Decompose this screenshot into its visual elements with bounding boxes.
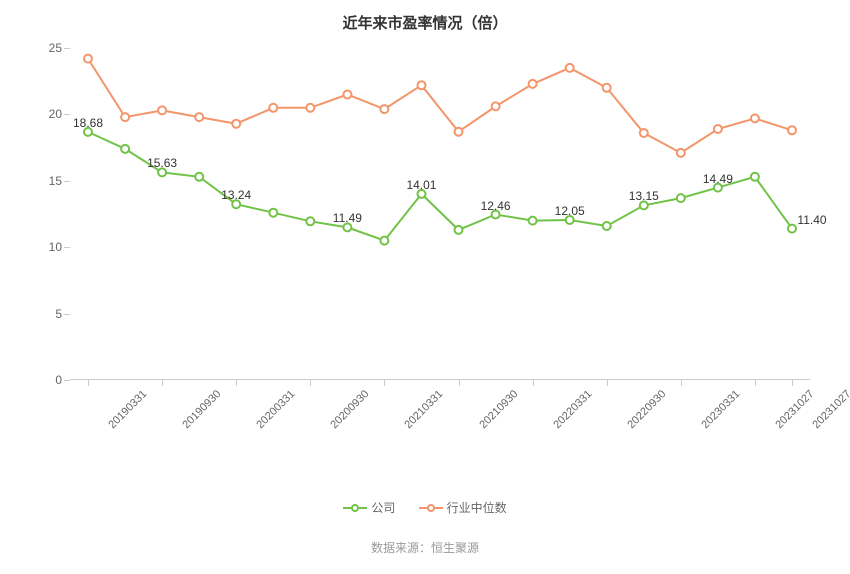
x-axis-tick-label: 20230331 (699, 388, 742, 431)
series-marker[interactable] (566, 64, 574, 72)
series-marker[interactable] (640, 129, 648, 137)
series-marker[interactable] (158, 106, 166, 114)
x-axis-tick-mark (162, 380, 163, 386)
data-point-label: 13.24 (221, 188, 251, 202)
legend-swatch-company (343, 502, 367, 514)
series-marker[interactable] (455, 128, 463, 136)
data-point-label: 11.40 (797, 213, 826, 227)
x-axis-tick-label: 20200331 (255, 388, 298, 431)
x-axis-tick-label: 20210331 (403, 388, 446, 431)
data-point-label: 14.01 (406, 178, 436, 192)
series-marker[interactable] (492, 102, 500, 110)
series-marker[interactable] (455, 226, 463, 234)
x-axis-tick-mark (310, 380, 311, 386)
x-axis-tick-mark (681, 380, 682, 386)
series-marker[interactable] (84, 55, 92, 63)
series-marker[interactable] (788, 225, 796, 233)
series-marker[interactable] (751, 114, 759, 122)
y-axis-tick-label: 20 (49, 107, 62, 121)
data-point-label: 11.49 (333, 211, 362, 225)
series-marker[interactable] (677, 149, 685, 157)
chart-lines-svg (70, 48, 810, 380)
series-marker[interactable] (195, 113, 203, 121)
x-axis-tick-mark (384, 380, 385, 386)
x-axis-tick-label: 20200930 (329, 388, 372, 431)
series-marker[interactable] (529, 217, 537, 225)
y-axis-tick-label: 0 (55, 373, 62, 387)
x-axis-tick-label: 20220331 (551, 388, 594, 431)
x-axis-tick-label: 20210930 (477, 388, 520, 431)
y-axis-tick-mark (64, 380, 70, 381)
x-axis-line (70, 379, 810, 380)
legend-swatch-industry (419, 502, 443, 514)
legend-item-industry-median[interactable]: 行业中位数 (419, 499, 507, 516)
legend-item-company[interactable]: 公司 (343, 499, 395, 516)
x-axis-tick-mark (236, 380, 237, 386)
series-marker[interactable] (306, 104, 314, 112)
series-marker[interactable] (343, 91, 351, 99)
data-point-label: 12.05 (555, 204, 585, 218)
series-marker[interactable] (529, 80, 537, 88)
series-line (88, 59, 792, 153)
data-source-label: 数据来源：恒生聚源 (0, 539, 850, 556)
series-marker[interactable] (306, 217, 314, 225)
x-axis-tick-mark (88, 380, 89, 386)
x-axis-tick-label: 20231027 (810, 388, 850, 431)
series-marker[interactable] (121, 113, 129, 121)
x-axis-tick-label: 20190930 (180, 388, 223, 431)
y-axis-tick-label: 25 (49, 41, 62, 55)
series-marker[interactable] (714, 125, 722, 133)
data-point-label: 18.68 (73, 116, 103, 130)
y-axis-tick-mark (64, 314, 70, 315)
y-axis-tick-mark (64, 48, 70, 49)
series-marker[interactable] (121, 145, 129, 153)
x-axis-tick-label: 20190331 (106, 388, 149, 431)
chart-legend: 公司 行业中位数 (0, 498, 850, 517)
series-marker[interactable] (677, 194, 685, 202)
x-axis-tick-label: 20231027 (773, 388, 816, 431)
chart-title: 近年来市盈率情况（倍） (0, 12, 850, 33)
series-marker[interactable] (380, 237, 388, 245)
data-point-label: 12.46 (481, 199, 511, 213)
pe-ratio-chart: 近年来市盈率情况（倍） 0510152025201903312019093020… (0, 0, 850, 574)
series-marker[interactable] (380, 105, 388, 113)
x-axis-tick-label: 20220930 (625, 388, 668, 431)
data-point-label: 13.15 (629, 189, 659, 203)
y-axis-tick-mark (64, 114, 70, 115)
series-marker[interactable] (232, 120, 240, 128)
series-marker[interactable] (418, 81, 426, 89)
x-axis-tick-mark (459, 380, 460, 386)
series-marker[interactable] (603, 222, 611, 230)
data-point-label: 14.49 (703, 172, 733, 186)
series-marker[interactable] (603, 84, 611, 92)
series-marker[interactable] (195, 173, 203, 181)
legend-label: 公司 (371, 499, 395, 516)
x-axis-tick-mark (533, 380, 534, 386)
data-point-label: 15.63 (147, 156, 177, 170)
plot-area: 0510152025201903312019093020200331202009… (70, 48, 810, 380)
legend-label: 行业中位数 (447, 499, 507, 516)
series-marker[interactable] (269, 209, 277, 217)
y-axis-tick-mark (64, 247, 70, 248)
x-axis-tick-mark (755, 380, 756, 386)
x-axis-tick-mark (792, 380, 793, 386)
series-marker[interactable] (751, 173, 759, 181)
legend-dot-icon (351, 504, 359, 512)
series-marker[interactable] (269, 104, 277, 112)
y-axis-tick-label: 10 (49, 240, 62, 254)
y-axis-tick-label: 5 (55, 307, 62, 321)
y-axis-tick-label: 15 (49, 174, 62, 188)
legend-dot-icon (427, 504, 435, 512)
x-axis-tick-mark (607, 380, 608, 386)
series-marker[interactable] (788, 126, 796, 134)
y-axis-tick-mark (64, 181, 70, 182)
